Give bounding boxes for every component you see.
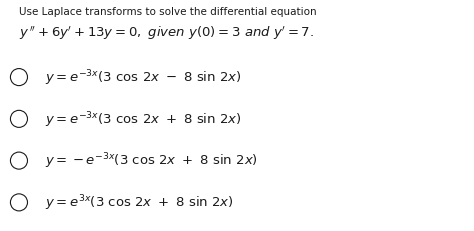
- Text: $y = e^{-3x}(3\ \mathrm{cos}\ 2x\ -\ 8\ \mathrm{sin}\ 2x)$: $y = e^{-3x}(3\ \mathrm{cos}\ 2x\ -\ 8\ …: [45, 68, 242, 88]
- Text: $y\,'' +6y' + 13y = 0,$$\ \mathit{given}\ y(0) = 3\ \mathit{and}\ y' = 7.$: $y\,'' +6y' + 13y = 0,$$\ \mathit{given}…: [19, 24, 314, 42]
- Text: $y = e^{3x}(3\ \mathrm{cos}\ 2x\ +\ 8\ \mathrm{sin}\ 2x)$: $y = e^{3x}(3\ \mathrm{cos}\ 2x\ +\ 8\ \…: [45, 193, 234, 212]
- Text: $y = e^{-3x}(3\ \mathrm{cos}\ 2x\ +\ 8\ \mathrm{sin}\ 2x)$: $y = e^{-3x}(3\ \mathrm{cos}\ 2x\ +\ 8\ …: [45, 109, 242, 129]
- Text: Use Laplace transforms to solve the differential equation: Use Laplace transforms to solve the diff…: [19, 7, 317, 17]
- Text: $y = -e^{-3x}(3\ \mathrm{cos}\ 2x\ +\ 8\ \mathrm{sin}\ 2x)$: $y = -e^{-3x}(3\ \mathrm{cos}\ 2x\ +\ 8\…: [45, 151, 258, 171]
